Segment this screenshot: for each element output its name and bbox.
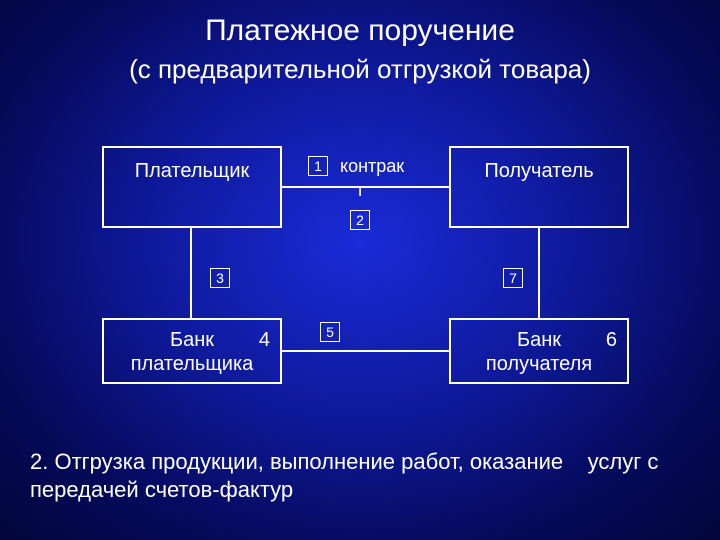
line-left xyxy=(190,228,192,318)
line-right xyxy=(538,228,540,318)
box-payer-bank-bot: плательщика xyxy=(131,353,254,375)
num-1: 1 xyxy=(308,156,328,176)
box-recipient-label: Получатель xyxy=(484,160,593,182)
box-recipient: Получатель xyxy=(449,146,629,228)
box-payer-label: Плательщик xyxy=(135,160,250,182)
box-payer-bank: Банк 4 плательщика xyxy=(102,318,282,384)
slide-title-2: (с предварительной отгрузкой товара) xyxy=(0,54,720,85)
num-3: 3 xyxy=(210,268,230,288)
num-2: 2 xyxy=(350,210,370,230)
box-payer-bank-top: Банк xyxy=(170,329,214,351)
edge-label-1: контрак xyxy=(340,156,404,177)
box-recip-bank-top: Банк xyxy=(517,329,561,351)
num-4: 4 xyxy=(259,328,270,352)
box-recip-bank-bot: получателя xyxy=(486,353,592,375)
line-bottom xyxy=(282,350,449,352)
slide-title-1: Платежное поручение xyxy=(0,14,720,48)
num-7: 7 xyxy=(503,268,523,288)
box-recip-bank: Банк 6 получателя xyxy=(449,318,629,384)
slide-caption: 2. Отгрузка продукции, выполнение работ,… xyxy=(30,448,690,504)
box-payer: Плательщик xyxy=(102,146,282,228)
num-5: 5 xyxy=(320,322,340,342)
line-top xyxy=(282,186,449,188)
num-6: 6 xyxy=(606,328,617,352)
edge-label-2: т xyxy=(356,180,364,201)
